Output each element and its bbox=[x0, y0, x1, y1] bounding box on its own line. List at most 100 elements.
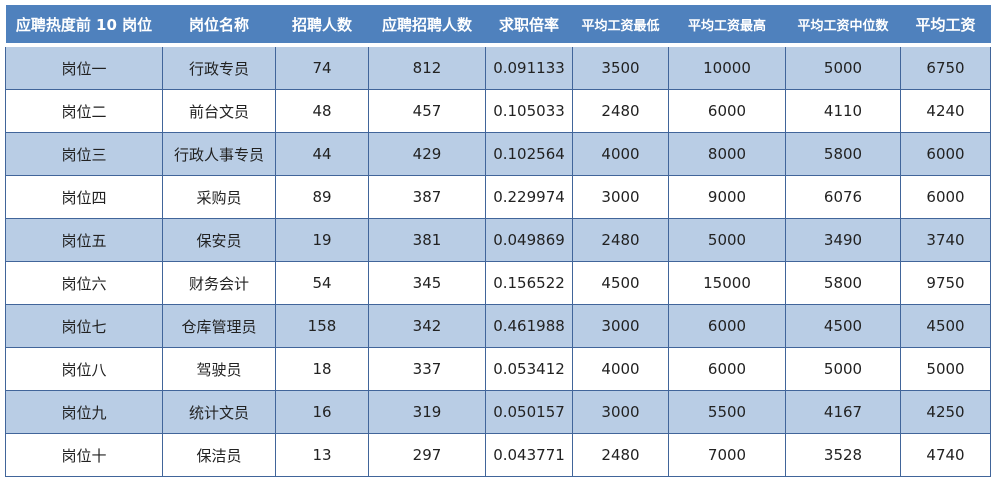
cell-rank: 岗位五 bbox=[5, 218, 163, 262]
column-header-salary-min: 平均工资最低 bbox=[572, 5, 669, 47]
cell-salary-min: 3000 bbox=[572, 304, 669, 348]
cell-salary-avg: 4500 bbox=[900, 304, 991, 348]
cell-salary-max: 9000 bbox=[668, 175, 786, 219]
cell-applicants: 342 bbox=[368, 304, 486, 348]
cell-rank: 岗位三 bbox=[5, 132, 163, 176]
cell-application-ratio: 0.049869 bbox=[485, 218, 573, 262]
cell-job-name: 保安员 bbox=[162, 218, 276, 262]
cell-salary-min: 4000 bbox=[572, 347, 669, 391]
cell-openings: 54 bbox=[275, 261, 369, 305]
cell-applicants: 429 bbox=[368, 132, 486, 176]
cell-job-name: 行政专员 bbox=[162, 44, 276, 90]
cell-rank: 岗位一 bbox=[5, 44, 163, 90]
table-body: 岗位一 行政专员 74 812 0.091133 3500 10000 5000 6750 岗位二… bbox=[5, 44, 991, 477]
cell-application-ratio: 0.156522 bbox=[485, 261, 573, 305]
cell-salary-max: 15000 bbox=[668, 261, 786, 305]
cell-job-name: 驾驶员 bbox=[162, 347, 276, 391]
cell-openings: 89 bbox=[275, 175, 369, 219]
cell-salary-avg: 9750 bbox=[900, 261, 991, 305]
cell-salary-median: 5800 bbox=[785, 261, 901, 305]
table-row: 岗位一 行政专员 74 812 0.091133 3500 10000 5000 6750 bbox=[5, 44, 991, 90]
table-row: 岗位五 保安员 19 381 0.049869 2480 5000 3490 3740 bbox=[5, 218, 991, 262]
cell-rank: 岗位四 bbox=[5, 175, 163, 219]
cell-salary-min: 2480 bbox=[572, 433, 669, 477]
column-header-salary-max: 平均工资最高 bbox=[668, 5, 786, 47]
cell-salary-avg: 4250 bbox=[900, 390, 991, 434]
cell-salary-median: 5000 bbox=[785, 44, 901, 90]
cell-salary-max: 5500 bbox=[668, 390, 786, 434]
cell-salary-min: 4000 bbox=[572, 132, 669, 176]
cell-salary-max: 6000 bbox=[668, 89, 786, 133]
column-header-salary-median: 平均工资中位数 bbox=[785, 5, 901, 47]
job-ranking-table: 应聘热度前 10 岗位 岗位名称 招聘人数 应聘招聘人数 求职倍率 平均工资最低 平均工资最… bbox=[5, 5, 991, 477]
cell-salary-max: 6000 bbox=[668, 304, 786, 348]
cell-salary-avg: 6000 bbox=[900, 175, 991, 219]
cell-rank: 岗位十 bbox=[5, 433, 163, 477]
table-row: 岗位六 财务会计 54 345 0.156522 4500 15000 5800 9750 bbox=[5, 261, 991, 305]
cell-applicants: 337 bbox=[368, 347, 486, 391]
cell-job-name: 行政人事专员 bbox=[162, 132, 276, 176]
cell-applicants: 812 bbox=[368, 44, 486, 90]
cell-applicants: 345 bbox=[368, 261, 486, 305]
cell-job-name: 仓库管理员 bbox=[162, 304, 276, 348]
column-header-application-ratio: 求职倍率 bbox=[485, 5, 573, 47]
cell-salary-median: 5000 bbox=[785, 347, 901, 391]
cell-openings: 13 bbox=[275, 433, 369, 477]
cell-application-ratio: 0.461988 bbox=[485, 304, 573, 348]
cell-salary-avg: 3740 bbox=[900, 218, 991, 262]
cell-application-ratio: 0.105033 bbox=[485, 89, 573, 133]
cell-salary-median: 3490 bbox=[785, 218, 901, 262]
cell-rank: 岗位二 bbox=[5, 89, 163, 133]
cell-rank: 岗位八 bbox=[5, 347, 163, 391]
cell-job-name: 统计文员 bbox=[162, 390, 276, 434]
cell-salary-avg: 4240 bbox=[900, 89, 991, 133]
cell-application-ratio: 0.091133 bbox=[485, 44, 573, 90]
column-header-salary-avg: 平均工资 bbox=[900, 5, 991, 47]
table-row: 岗位二 前台文员 48 457 0.105033 2480 6000 4110 4240 bbox=[5, 89, 991, 133]
table-row: 岗位八 驾驶员 18 337 0.053412 4000 6000 5000 5000 bbox=[5, 347, 991, 391]
cell-openings: 44 bbox=[275, 132, 369, 176]
cell-rank: 岗位七 bbox=[5, 304, 163, 348]
cell-salary-min: 3000 bbox=[572, 390, 669, 434]
cell-salary-min: 3500 bbox=[572, 44, 669, 90]
cell-salary-median: 3528 bbox=[785, 433, 901, 477]
cell-salary-min: 3000 bbox=[572, 175, 669, 219]
cell-application-ratio: 0.053412 bbox=[485, 347, 573, 391]
cell-salary-avg: 6750 bbox=[900, 44, 991, 90]
cell-job-name: 财务会计 bbox=[162, 261, 276, 305]
cell-openings: 48 bbox=[275, 89, 369, 133]
cell-salary-min: 2480 bbox=[572, 89, 669, 133]
cell-job-name: 保洁员 bbox=[162, 433, 276, 477]
cell-openings: 74 bbox=[275, 44, 369, 90]
cell-job-name: 采购员 bbox=[162, 175, 276, 219]
table-row: 岗位九 统计文员 16 319 0.050157 3000 5500 4167 4250 bbox=[5, 390, 991, 434]
cell-applicants: 319 bbox=[368, 390, 486, 434]
cell-salary-min: 2480 bbox=[572, 218, 669, 262]
cell-openings: 158 bbox=[275, 304, 369, 348]
cell-salary-avg: 5000 bbox=[900, 347, 991, 391]
cell-openings: 19 bbox=[275, 218, 369, 262]
header-row: 应聘热度前 10 岗位 岗位名称 招聘人数 应聘招聘人数 求职倍率 平均工资最低 平均工资最… bbox=[5, 5, 991, 47]
column-header-applicants: 应聘招聘人数 bbox=[368, 5, 486, 47]
cell-salary-median: 6076 bbox=[785, 175, 901, 219]
table-row: 岗位三 行政人事专员 44 429 0.102564 4000 8000 5800 6000 bbox=[5, 132, 991, 176]
cell-salary-median: 4500 bbox=[785, 304, 901, 348]
cell-salary-max: 7000 bbox=[668, 433, 786, 477]
table-row: 岗位十 保洁员 13 297 0.043771 2480 7000 3528 4740 bbox=[5, 433, 991, 477]
cell-applicants: 457 bbox=[368, 89, 486, 133]
cell-salary-max: 10000 bbox=[668, 44, 786, 90]
cell-rank: 岗位六 bbox=[5, 261, 163, 305]
column-header-job-name: 岗位名称 bbox=[162, 5, 276, 47]
cell-application-ratio: 0.050157 bbox=[485, 390, 573, 434]
cell-salary-max: 6000 bbox=[668, 347, 786, 391]
cell-salary-median: 4167 bbox=[785, 390, 901, 434]
table-row: 岗位七 仓库管理员 158 342 0.461988 3000 6000 4500 4500 bbox=[5, 304, 991, 348]
cell-salary-min: 4500 bbox=[572, 261, 669, 305]
cell-applicants: 297 bbox=[368, 433, 486, 477]
cell-salary-max: 8000 bbox=[668, 132, 786, 176]
cell-salary-median: 5800 bbox=[785, 132, 901, 176]
cell-applicants: 387 bbox=[368, 175, 486, 219]
cell-openings: 18 bbox=[275, 347, 369, 391]
cell-salary-median: 4110 bbox=[785, 89, 901, 133]
cell-application-ratio: 0.043771 bbox=[485, 433, 573, 477]
